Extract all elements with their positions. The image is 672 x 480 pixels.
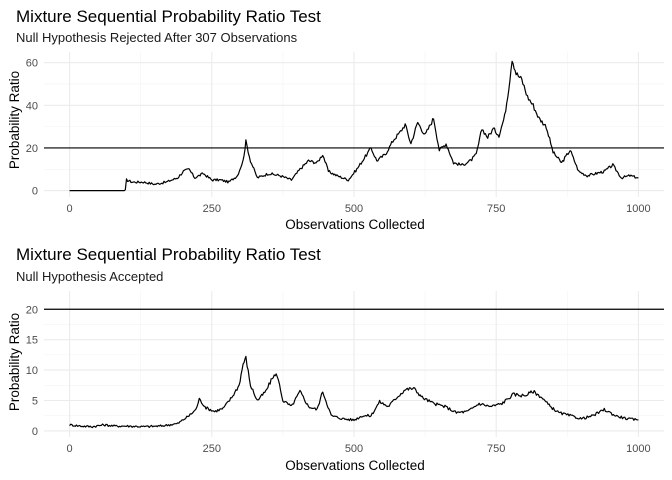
chart-title-bottom: Mixture Sequential Probability Ratio Tes… [16,245,321,264]
chart-subtitle-bottom: Null Hypothesis Accepted [16,269,163,284]
y-tick-label: 5 [32,396,38,408]
x-tick-label: 250 [203,443,221,455]
series-line-top [69,60,639,192]
x-axis-title-bottom: Observations Collected [285,458,425,473]
gridlines-top [44,52,664,197]
y-tick-labels-top: 0 20 40 60 [26,58,38,198]
x-tick-label: 750 [487,203,505,215]
y-tick-label: 40 [26,100,38,112]
x-tick-label: 0 [67,443,73,455]
x-tick-label: 500 [345,203,363,215]
chart-subtitle-top: Null Hypothesis Rejected After 307 Obser… [16,30,298,45]
x-tick-labels-top: 0 250 500 750 1000 [67,203,651,215]
x-tick-label: 750 [487,443,505,455]
x-tick-label: 250 [203,203,221,215]
y-tick-label: 0 [32,186,38,198]
y-tick-label: 60 [26,58,38,70]
panel-bottom: Mixture Sequential Probability Ratio Tes… [7,245,664,473]
y-tick-label: 20 [26,143,38,155]
x-axis-title-top: Observations Collected [285,217,425,232]
y-tick-label: 15 [26,335,38,347]
y-tick-label: 20 [26,304,38,316]
x-tick-label: 0 [67,203,73,215]
y-tick-label: 0 [32,426,38,438]
y-axis-title-bottom: Probability Ratio [7,313,22,411]
x-tick-label: 500 [345,443,363,455]
y-tick-labels-bottom: 0 5 10 15 20 [26,304,38,438]
y-axis-title-top: Probability Ratio [7,71,22,169]
chart-title-top: Mixture Sequential Probability Ratio Tes… [16,7,321,26]
x-tick-label: 1000 [626,443,650,455]
x-tick-labels-bottom: 0 250 500 750 1000 [67,443,651,455]
x-tick-label: 1000 [626,203,650,215]
series-line-bottom [69,355,639,429]
panel-top: Mixture Sequential Probability Ratio Tes… [7,7,664,232]
gridlines-bottom [44,291,664,437]
y-tick-label: 10 [26,365,38,377]
